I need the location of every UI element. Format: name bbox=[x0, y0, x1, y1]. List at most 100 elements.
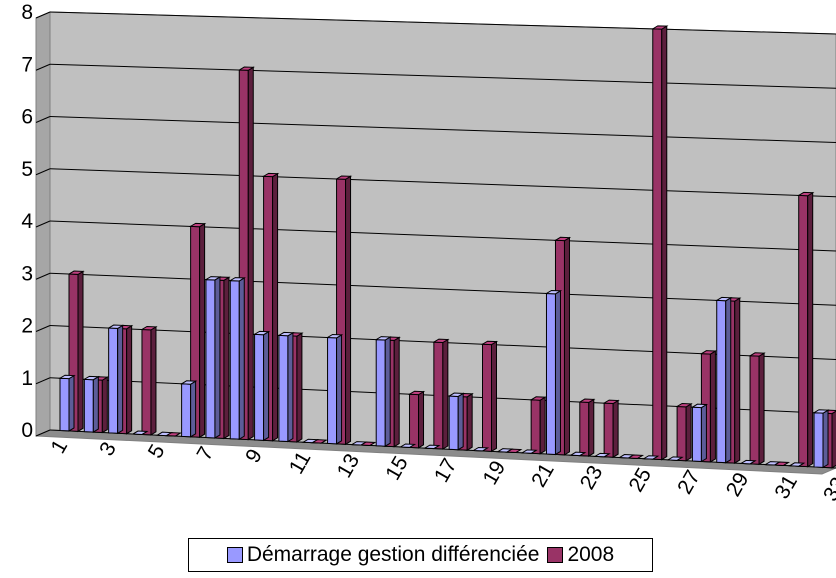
bar-front bbox=[813, 412, 824, 468]
bar-front bbox=[108, 327, 119, 434]
bar-series-2 bbox=[748, 352, 766, 466]
y-tick-label: 6 bbox=[21, 106, 33, 129]
x-tick-label: 15 bbox=[381, 452, 413, 484]
bar-series-1 bbox=[763, 461, 782, 466]
gridline-side bbox=[35, 377, 51, 385]
bar-series-1 bbox=[788, 462, 806, 467]
bar-front bbox=[652, 28, 663, 461]
y-tick-label: 7 bbox=[21, 53, 33, 76]
bar-top bbox=[529, 396, 547, 401]
legend-swatch-series-1 bbox=[226, 547, 243, 563]
bar-side bbox=[554, 289, 561, 456]
bar-side bbox=[418, 390, 425, 449]
bar-top bbox=[602, 399, 620, 405]
bar-series-2 bbox=[480, 340, 499, 453]
bar-side bbox=[539, 396, 546, 455]
bar-front bbox=[448, 395, 459, 451]
x-tick-label: 25 bbox=[624, 464, 656, 496]
bar-series-1 bbox=[350, 441, 368, 446]
legend-label-series-1: Démarrage gestion différenciée bbox=[246, 543, 540, 566]
x-tick-label: 21 bbox=[527, 459, 559, 491]
bar-series-2 bbox=[675, 402, 693, 462]
bar-side bbox=[393, 336, 400, 448]
bar-top bbox=[699, 350, 718, 355]
gridline-side bbox=[35, 272, 51, 280]
bar-series-1 bbox=[398, 443, 417, 448]
bar-top bbox=[748, 352, 766, 357]
bar-top bbox=[277, 331, 295, 337]
bar-top bbox=[228, 277, 246, 282]
bar-front bbox=[141, 328, 152, 436]
gridline bbox=[49, 11, 836, 35]
bar-side bbox=[223, 276, 230, 440]
bar-series-1 bbox=[155, 431, 173, 437]
bar-top bbox=[140, 325, 158, 331]
bar-side bbox=[831, 410, 836, 469]
bar-front bbox=[254, 333, 265, 441]
y-tick-label: 0 bbox=[21, 419, 33, 442]
x-tick-label: 23 bbox=[576, 462, 608, 494]
x-tick-label: 29 bbox=[722, 469, 754, 501]
bar-side bbox=[296, 332, 303, 443]
bar-top bbox=[666, 456, 684, 461]
bar-side bbox=[214, 276, 221, 439]
y-tick-label: 5 bbox=[21, 158, 33, 181]
bar-side bbox=[150, 325, 157, 436]
bar-side bbox=[336, 334, 343, 445]
bar-side bbox=[92, 375, 99, 433]
bar-series-1 bbox=[179, 380, 198, 438]
bar-side bbox=[758, 352, 765, 466]
bar-top bbox=[578, 398, 596, 403]
bar-front bbox=[229, 280, 240, 440]
bar-side bbox=[68, 374, 75, 432]
bar-side bbox=[199, 222, 206, 439]
bar-top bbox=[261, 172, 280, 178]
x-tick-label: 9 bbox=[241, 445, 267, 467]
gridline-side bbox=[35, 63, 51, 71]
bar-top bbox=[569, 451, 587, 457]
x-tick-label: 7 bbox=[193, 443, 219, 465]
bar-front bbox=[278, 334, 289, 443]
bar-side bbox=[101, 376, 108, 434]
bar-front bbox=[327, 336, 338, 445]
bar-front bbox=[676, 405, 687, 462]
bar-top bbox=[788, 462, 806, 467]
bar-top bbox=[715, 296, 733, 302]
bar-top bbox=[237, 66, 255, 71]
gridline-side bbox=[35, 220, 51, 228]
bar-side bbox=[238, 277, 245, 441]
bar-side bbox=[725, 296, 732, 464]
bar-side bbox=[685, 403, 692, 462]
bar-top bbox=[374, 336, 392, 341]
bar-side bbox=[822, 409, 829, 469]
bar-top bbox=[179, 380, 198, 385]
bar-front bbox=[433, 341, 444, 450]
bar-series-2 bbox=[432, 338, 450, 450]
bar-series-1 bbox=[423, 444, 441, 450]
x-tick-label: 1 bbox=[47, 436, 73, 458]
bar-top bbox=[350, 441, 368, 446]
bar-top bbox=[651, 25, 669, 30]
bar-side bbox=[442, 338, 449, 450]
bar-top bbox=[204, 276, 222, 281]
bar-series-2 bbox=[529, 396, 547, 455]
bar-side bbox=[709, 350, 716, 463]
bar-front bbox=[579, 401, 590, 457]
y-tick-label: 8 bbox=[21, 1, 33, 24]
bar-front bbox=[83, 378, 94, 433]
bar-top bbox=[407, 390, 426, 396]
bar-front bbox=[205, 279, 216, 439]
bar-series-1 bbox=[374, 336, 392, 448]
bar-side bbox=[457, 392, 464, 451]
gridline-side bbox=[35, 168, 51, 176]
bar-front bbox=[409, 393, 420, 449]
bar-series-1 bbox=[812, 409, 830, 469]
bar-front bbox=[375, 339, 386, 447]
bar-series-1 bbox=[471, 446, 490, 452]
bar-series-2 bbox=[67, 270, 85, 433]
bar-series-2 bbox=[602, 399, 620, 459]
bar-top bbox=[301, 438, 319, 444]
bar-series-1 bbox=[544, 289, 563, 456]
bar-series-1 bbox=[617, 454, 636, 459]
bar-series-1 bbox=[131, 430, 149, 435]
